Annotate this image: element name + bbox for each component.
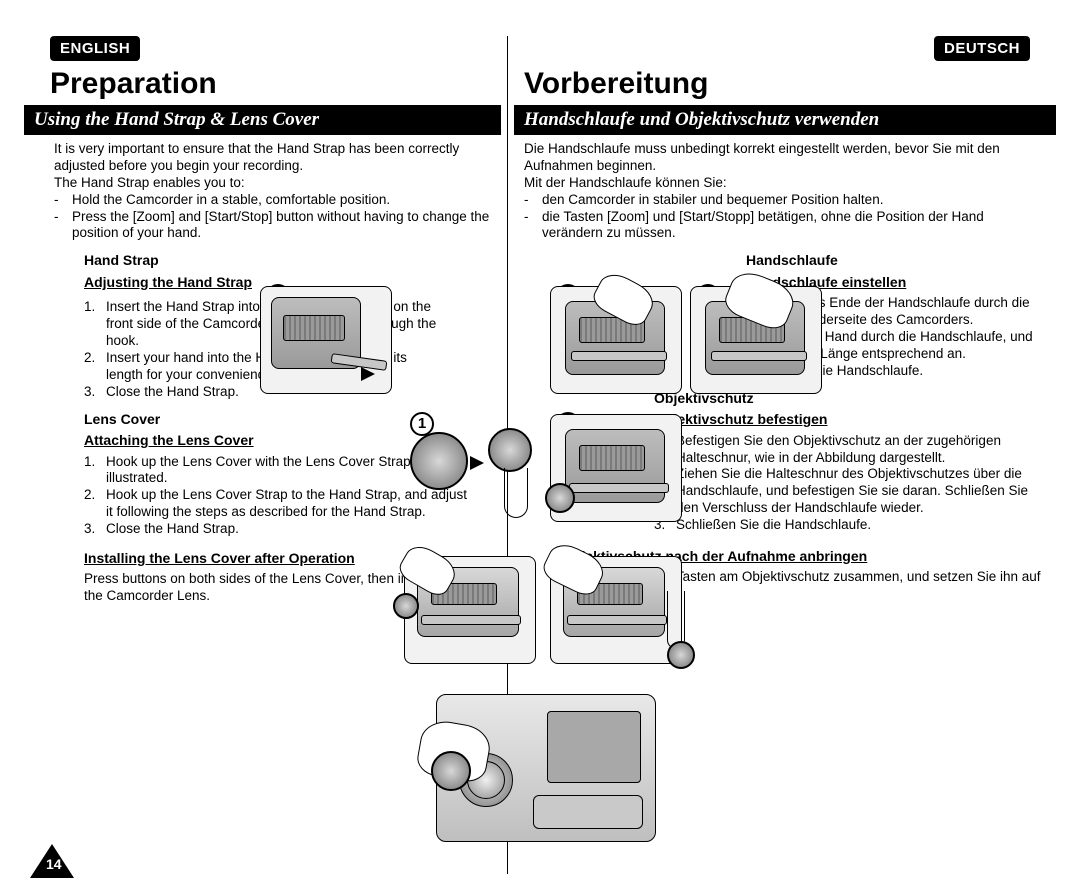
intro-bullets-de: den Camcorder in stabiler und bequemer P… (524, 192, 1046, 243)
intro-deutsch: Die Handschlaufe muss unbedingt korrekt … (524, 141, 1046, 603)
attach-step-de-1: Ziehen Sie die Halteschnur des Objektivs… (654, 466, 1044, 517)
adjust-step-de-2: Schließen Sie die Handschlaufe. (706, 363, 1046, 380)
intro-bullet-de-1: die Tasten [Zoom] und [Start/Stopp] betä… (524, 209, 1046, 243)
adjust-step-de-1: Führen Sie Ihre Hand durch die Handschla… (706, 329, 1046, 363)
lens-heading-de: Objektivschutz (654, 390, 1044, 408)
intro-bullet-en-1: Press the [Zoom] and [Start/Stop] button… (54, 209, 501, 243)
hand-strap-heading-de: Handschlaufe (746, 252, 1046, 270)
hand-strap-heading-en: Hand Strap (84, 252, 304, 270)
adjust-heading-de: Handschlaufe einstellen (746, 274, 1046, 292)
intro-bullet-en-0: Hold the Camcorder in a stable, comforta… (54, 192, 501, 209)
language-label-english: ENGLISH (50, 36, 140, 61)
attach-steps-de: Befestigen Sie den Objektivschutz an der… (654, 433, 1044, 534)
adjust-steps-de: Stecken Sie das Ende der Handschlaufe du… (706, 295, 1046, 379)
subtitle-deutsch: Handschlaufe und Objektivschutz verwende… (514, 105, 1056, 135)
intro-line2-en: The Hand Strap enables you to: (54, 175, 501, 192)
intro-english: It is very important to ensure that the … (54, 141, 501, 605)
install-text-de: Drücken Sie beide Tasten am Objektivschu… (562, 569, 1042, 603)
intro-bullet-de-0: den Camcorder in stabiler und bequemer P… (524, 192, 1046, 209)
subtitle-english: Using the Hand Strap & Lens Cover (24, 105, 501, 135)
attach-step-de-2: Schließen Sie die Handschlaufe. (654, 517, 1044, 534)
language-row-right: DEUTSCH (514, 36, 1030, 61)
adjust-step-en-0: Insert the Hand Strap into the Hand Stra… (84, 299, 444, 350)
install-text-en: Press buttons on both sides of the Lens … (84, 571, 474, 605)
intro-line2-de: Mit der Handschlaufe können Sie: (524, 175, 1046, 192)
attach-heading-en: Attaching the Lens Cover (84, 432, 474, 450)
subtitle-text-english: Using the Hand Strap & Lens Cover (34, 109, 319, 130)
title-english: Preparation (50, 67, 501, 101)
title-deutsch: Vorbereitung (524, 67, 1056, 101)
intro-bullets-en: Hold the Camcorder in a stable, comforta… (54, 192, 501, 243)
language-row-left: ENGLISH (24, 36, 501, 61)
column-english: ENGLISH Preparation Using the Hand Strap… (24, 36, 507, 874)
adjust-heading-en: Adjusting the Hand Strap (84, 274, 304, 292)
adjust-step-de-0: Stecken Sie das Ende der Handschlaufe du… (706, 295, 1046, 329)
two-column-layout: ENGLISH Preparation Using the Hand Strap… (24, 36, 1056, 874)
attach-step-en-0: Hook up the Lens Cover with the Lens Cov… (84, 454, 474, 488)
intro-line1-en: It is very important to ensure that the … (54, 141, 501, 175)
adjust-step-en-1: Insert your hand into the Hand Strap and… (84, 350, 444, 384)
attach-step-en-1: Hook up the Lens Cover Strap to the Hand… (84, 487, 474, 521)
adjust-step-en-2: Close the Hand Strap. (84, 384, 444, 401)
page-number: 14 (46, 856, 62, 872)
install-heading-en: Installing the Lens Cover after Operatio… (84, 550, 474, 568)
intro-line1-de: Die Handschlaufe muss unbedingt korrekt … (524, 141, 1046, 175)
manual-page: ENGLISH Preparation Using the Hand Strap… (0, 0, 1080, 886)
attach-step-en-2: Close the Hand Strap. (84, 521, 474, 538)
language-label-deutsch: DEUTSCH (934, 36, 1030, 61)
adjust-steps-en: Insert the Hand Strap into the Hand Stra… (84, 299, 444, 400)
lens-heading-en: Lens Cover (84, 411, 474, 429)
attach-step-de-0: Befestigen Sie den Objektivschutz an der… (654, 433, 1044, 467)
attach-heading-de: Objektivschutz befestigen (654, 411, 1044, 429)
attach-steps-en: Hook up the Lens Cover with the Lens Cov… (84, 454, 474, 538)
column-deutsch: DEUTSCH Vorbereitung Handschlaufe und Ob… (507, 36, 1056, 874)
install-heading-de: Objektivschutz nach der Aufnahme anbring… (562, 548, 1042, 566)
subtitle-text-deutsch: Handschlaufe und Objektivschutz verwende… (524, 109, 879, 130)
